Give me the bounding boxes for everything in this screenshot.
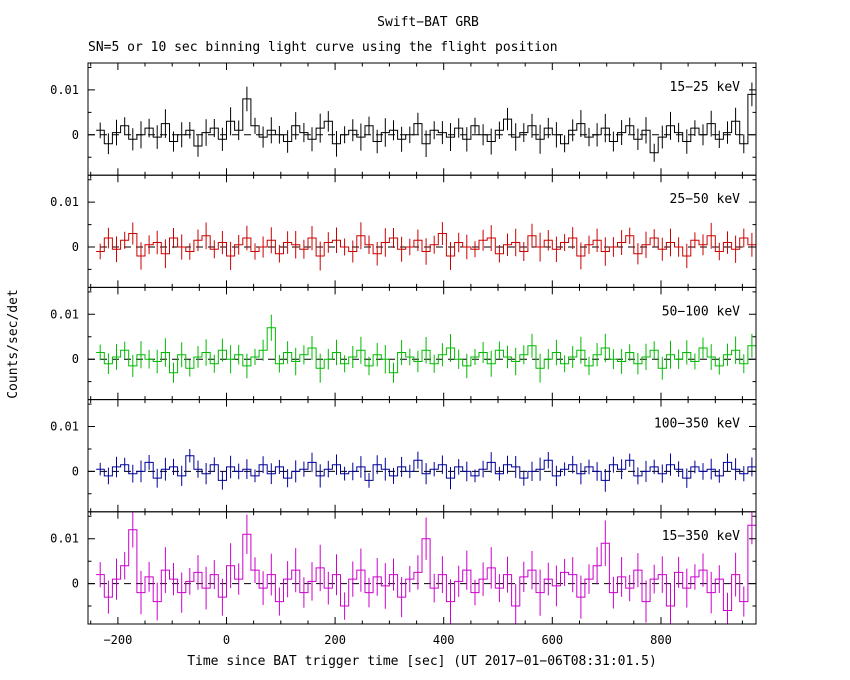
energy-band-label: 25−50 keV	[670, 192, 741, 207]
chart-title: Swift−BAT GRB	[377, 15, 479, 30]
y-tick-label: 0.01	[50, 532, 79, 546]
energy-band-label: 100−350 keV	[654, 417, 740, 432]
y-tick-label: 0	[72, 464, 79, 478]
data-group	[96, 314, 756, 383]
y-tick-label: 0	[72, 352, 79, 366]
x-tick-label: 800	[650, 633, 672, 647]
data-group	[96, 449, 756, 492]
axis-ticks	[88, 63, 756, 176]
x-tick-label: 400	[433, 633, 455, 647]
panels-group: 0.01 0 15−25 keV 0.01 0 25−50 keV 0.01 0 50−100 …	[50, 62, 757, 625]
data-group	[96, 222, 756, 271]
y-tick-label: 0.01	[50, 307, 79, 321]
energy-band-label: 15−350 keV	[662, 529, 740, 544]
y-axis-label: Counts/sec/det	[6, 289, 21, 399]
x-tick-label: 600	[541, 633, 563, 647]
error-bars	[99, 222, 753, 271]
data-group	[96, 511, 756, 624]
panel-border	[87, 174, 757, 288]
error-bars	[99, 449, 753, 492]
x-tick-label: 200	[324, 633, 346, 647]
error-bars	[99, 82, 753, 162]
panel-5: 0.01 0 15−350 keV	[50, 511, 757, 625]
axis-ticks	[88, 399, 756, 512]
y-tick-label: 0	[72, 128, 79, 142]
panel-border	[87, 286, 757, 401]
y-tick-label: 0.01	[50, 420, 79, 434]
energy-band-label: 50−100 keV	[662, 304, 740, 319]
x-axis-labels-group: −200 0 200 400 600 800	[103, 633, 671, 647]
axis-ticks	[88, 511, 756, 624]
chart-subtitle: SN=5 or 10 sec binning light curve using…	[88, 40, 558, 55]
error-bars	[99, 511, 753, 624]
error-bars	[99, 314, 753, 383]
y-tick-label: 0	[72, 577, 79, 591]
y-tick-label: 0.01	[50, 195, 79, 209]
panel-3: 0.01 0 50−100 keV	[50, 286, 757, 401]
energy-band-label: 15−25 keV	[670, 80, 741, 95]
data-group	[96, 82, 756, 162]
axis-ticks	[88, 287, 756, 400]
y-tick-label: 0.01	[50, 83, 79, 97]
panel-2: 0.01 0 25−50 keV	[50, 174, 757, 288]
x-tick-label: 0	[223, 633, 230, 647]
panel-4: 0.01 0 100−350 keV	[50, 399, 757, 513]
axis-ticks	[88, 175, 756, 288]
panel-1: 0.01 0 15−25 keV	[50, 62, 757, 176]
panel-border	[87, 511, 757, 625]
panel-border	[87, 62, 757, 176]
y-tick-label: 0	[72, 240, 79, 254]
x-tick-label: −200	[103, 633, 132, 647]
x-axis-label: Time since BAT trigger time [sec] (UT 20…	[187, 654, 657, 669]
